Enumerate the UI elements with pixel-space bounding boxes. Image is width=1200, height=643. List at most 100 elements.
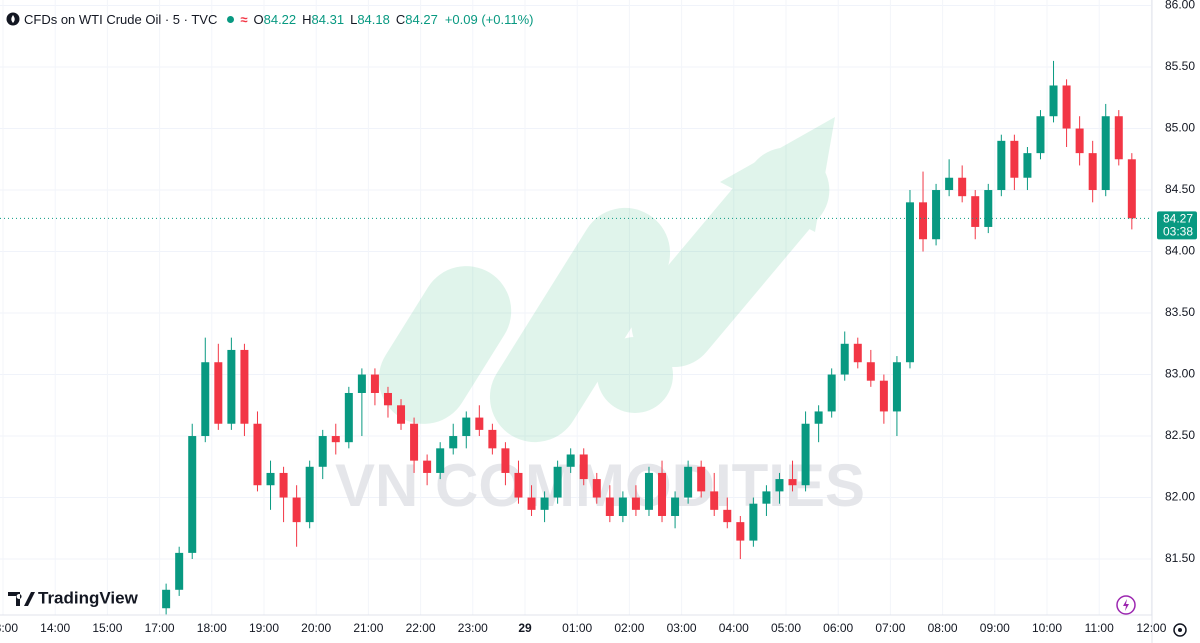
candle-body: [736, 522, 745, 541]
y-tick-label: 84.50: [1165, 182, 1195, 196]
x-tick-label: 14:00: [40, 621, 70, 635]
watermark-shape: [720, 117, 835, 232]
candle-body: [814, 411, 823, 424]
y-tick-label: 83.50: [1165, 305, 1195, 319]
brand-logo: [8, 592, 35, 606]
candle-body: [1088, 153, 1097, 191]
candle-body: [1049, 85, 1058, 117]
candle-body: [540, 497, 549, 510]
candle-body: [279, 472, 288, 498]
x-tick-label: 13:00: [0, 621, 18, 635]
candle-body: [866, 362, 875, 381]
legend-value: 84.27: [405, 11, 438, 27]
candle-body: [958, 177, 967, 197]
x-tick-label: 12:00: [1136, 621, 1166, 635]
candle-body: [449, 436, 458, 449]
y-tick-label: 82.50: [1165, 428, 1195, 442]
candle-body: [357, 374, 366, 393]
x-tick-label: 04:00: [719, 621, 749, 635]
bolt-icon[interactable]: [1123, 599, 1129, 611]
candle-body: [605, 497, 614, 516]
y-tick-label: 86.00: [1165, 0, 1195, 12]
x-tick-label: 09:00: [980, 621, 1010, 635]
bolt-button[interactable]: [1116, 595, 1136, 615]
y-tick-label: 84.00: [1165, 244, 1195, 258]
candle-body: [592, 479, 601, 498]
candle-body: [370, 374, 379, 393]
candle-body: [201, 362, 210, 437]
candle-body: [801, 423, 810, 486]
candle-body: [697, 466, 706, 492]
symbol-title: CFDs on WTI Crude Oil · 5 · TVC: [24, 11, 218, 27]
settings-icon[interactable]: [1173, 623, 1187, 637]
candle-body: [410, 423, 419, 461]
candle-body: [932, 190, 941, 240]
candle-body: [1010, 140, 1019, 178]
watermark-shape: [378, 266, 512, 424]
settings-button[interactable]: [1173, 623, 1187, 637]
candle-body: [723, 509, 732, 523]
bolt-icon[interactable]: [1116, 595, 1136, 615]
candles: [162, 60, 1136, 615]
candle-body: [840, 343, 849, 375]
legend-value: 84.31: [311, 11, 345, 27]
x-tick-label: 01:00: [562, 621, 592, 635]
candle-body: [488, 429, 497, 449]
legend-label: L: [350, 11, 358, 27]
x-tick-label: 07:00: [875, 621, 905, 635]
y-tick-label: 82.00: [1165, 490, 1195, 504]
settings-icon[interactable]: [1178, 628, 1182, 632]
x-tick-label: 05:00: [771, 621, 801, 635]
candle-body: [397, 405, 406, 424]
y-tick-label: 85.00: [1165, 121, 1195, 135]
candle-body: [879, 380, 888, 412]
candle-body: [892, 362, 901, 412]
candle-body: [553, 466, 562, 498]
status-icon: ≈: [240, 11, 248, 27]
legend-label: C: [395, 11, 406, 27]
candle-body: [749, 503, 758, 541]
legend-value: 84.22: [263, 11, 297, 27]
candle-body: [227, 349, 236, 424]
candle-body: [527, 497, 536, 510]
y-tick-label: 83.00: [1165, 367, 1195, 381]
x-tick-label: 29: [518, 621, 532, 635]
x-tick-label: 15:00: [92, 621, 122, 635]
candle-body: [1075, 128, 1084, 154]
candle-body: [344, 392, 353, 443]
y-tick-label: 85.50: [1165, 59, 1195, 73]
candle-body: [462, 417, 471, 437]
x-tick-label: 03:00: [667, 621, 697, 635]
candle-body: [318, 436, 327, 467]
x-tick-label: 17:00: [145, 621, 175, 635]
candle-body: [997, 140, 1006, 191]
candle-body: [658, 472, 667, 516]
candle-body: [331, 436, 340, 443]
legend-change: +0.09 (+0.11%): [444, 11, 534, 27]
candle-body: [853, 343, 862, 363]
x-tick-label: 22:00: [406, 621, 436, 635]
candle-body: [618, 497, 627, 516]
candle-body: [827, 374, 836, 412]
candle-body: [762, 491, 771, 504]
candle-body: [501, 448, 510, 473]
candle-body: [788, 479, 797, 486]
x-tick-label: 21:00: [353, 621, 383, 635]
candle-body: [1101, 116, 1110, 191]
candle-body: [1062, 85, 1071, 129]
x-tick-label: 08:00: [928, 621, 958, 635]
x-tick-label: 23:00: [458, 621, 488, 635]
candle-body: [631, 497, 640, 510]
status-dot: [227, 15, 235, 23]
candle-body: [292, 497, 301, 523]
candle-body: [240, 349, 249, 424]
candle-body: [475, 417, 484, 430]
candle-body: [175, 552, 184, 590]
candle-body: [436, 448, 445, 473]
legend: CFDs on WTI Crude Oil · 5 · TVC ≈ O 84.22…: [6, 10, 533, 28]
brand-name: TradingView: [38, 588, 139, 607]
grid: [0, 0, 1152, 615]
candle-body: [266, 472, 275, 486]
candle-body: [214, 362, 223, 424]
